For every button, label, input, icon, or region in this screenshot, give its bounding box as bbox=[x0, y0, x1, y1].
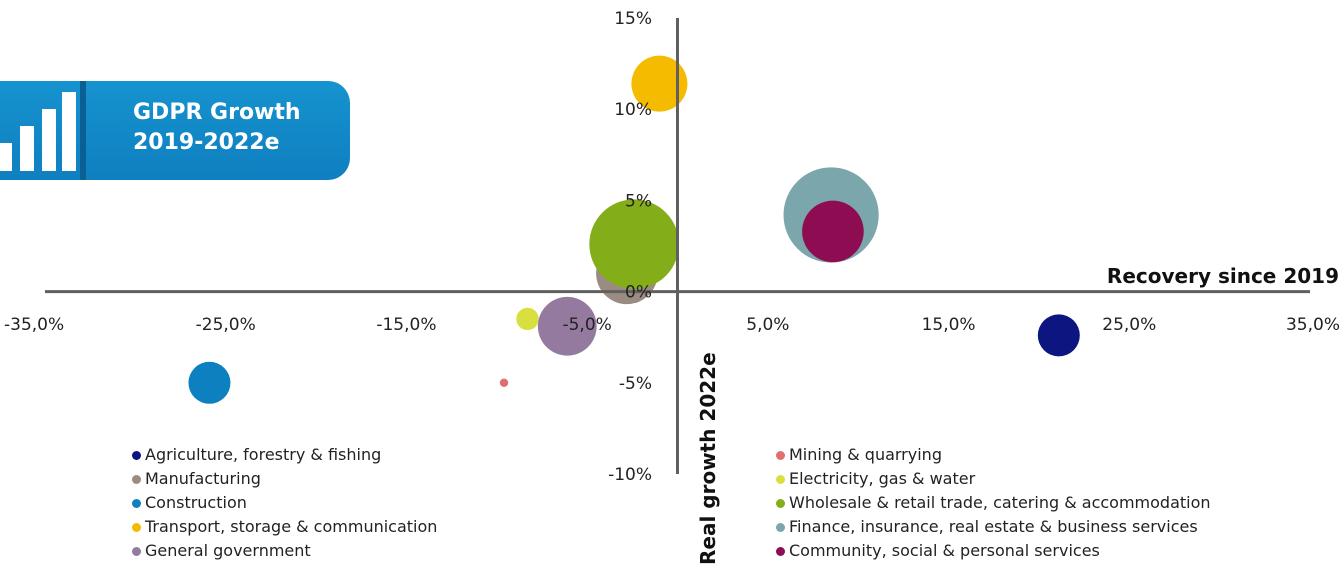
bar-chart-icon bbox=[0, 92, 76, 171]
legend-label: Finance, insurance, real estate & busine… bbox=[789, 517, 1198, 536]
bubble-layer bbox=[188, 55, 1080, 404]
y-tick-label: 0% bbox=[625, 283, 652, 303]
legend-item: Mining & quarrying bbox=[776, 443, 1211, 467]
legend-marker bbox=[776, 499, 785, 508]
y-axis-ticks: 15% 10% 5% 0% -5% -10% bbox=[608, 9, 652, 485]
legend-label: Agriculture, forestry & fishing bbox=[145, 445, 382, 464]
legend-label: Construction bbox=[145, 493, 247, 512]
legend-item: Agriculture, forestry & fishing bbox=[132, 443, 437, 467]
legend-label: Transport, storage & communication bbox=[145, 517, 438, 536]
x-axis-ticks: -35,0% -25,0% -15,0% -5,0% 5,0% 15,0% 25,0% 35,… bbox=[4, 315, 1340, 335]
y-tick-label: -5% bbox=[619, 374, 652, 394]
legend-item: General government bbox=[132, 539, 437, 563]
bubble-1 bbox=[499, 378, 509, 387]
x-axis-title: Recovery since 2019 bbox=[1107, 264, 1339, 288]
y-tick-label: 15% bbox=[614, 9, 652, 29]
x-tick-label: 5,0% bbox=[746, 315, 789, 335]
legend-label: Manufacturing bbox=[145, 469, 261, 488]
chart-title: GDPR Growth 2019-2022e bbox=[133, 98, 301, 158]
bubble-4 bbox=[188, 361, 231, 404]
bubble-8 bbox=[537, 296, 597, 356]
legend-marker bbox=[132, 475, 141, 484]
x-tick-label: -35,0% bbox=[4, 315, 64, 335]
x-tick-label: -5,0% bbox=[562, 315, 611, 335]
legend-item: Wholesale & retail trade, catering & acc… bbox=[776, 491, 1211, 515]
legend-item: Finance, insurance, real estate & busine… bbox=[776, 515, 1211, 539]
legend-item: Manufacturing bbox=[132, 467, 437, 491]
legend-marker bbox=[776, 523, 785, 532]
legend-item: Community, social & personal services bbox=[776, 539, 1211, 563]
legend-item: Construction bbox=[132, 491, 437, 515]
legend-label: Electricity, gas & water bbox=[789, 469, 976, 488]
legend-label: Community, social & personal services bbox=[789, 541, 1100, 560]
y-tick-label: -10% bbox=[608, 465, 652, 485]
bubble-6 bbox=[631, 55, 688, 112]
legend-marker bbox=[776, 475, 785, 484]
x-tick-label: 25,0% bbox=[1102, 315, 1156, 335]
banner-divider bbox=[80, 81, 86, 180]
legend-marker bbox=[132, 451, 141, 460]
bubble-0 bbox=[1037, 314, 1080, 357]
legend-left: Agriculture, forestry & fishing Manufactu… bbox=[132, 443, 437, 563]
x-tick-label: -25,0% bbox=[196, 315, 256, 335]
legend-item: Transport, storage & communication bbox=[132, 515, 437, 539]
bubble-5 bbox=[589, 199, 679, 289]
chart-title-line-1: GDPR Growth bbox=[133, 100, 301, 125]
legend-label: Mining & quarrying bbox=[789, 445, 942, 464]
legend-item: Electricity, gas & water bbox=[776, 467, 1211, 491]
legend-marker bbox=[776, 451, 785, 460]
x-tick-label: -15,0% bbox=[376, 315, 436, 335]
legend-label: Wholesale & retail trade, catering & acc… bbox=[789, 493, 1211, 512]
legend-marker bbox=[132, 523, 141, 532]
legend-label: General government bbox=[145, 541, 311, 560]
legend-marker bbox=[132, 499, 141, 508]
legend-marker bbox=[132, 547, 141, 556]
bubble-9 bbox=[802, 200, 864, 263]
y-axis-title: Real growth 2022e bbox=[696, 352, 720, 565]
x-tick-label: 35,0% bbox=[1286, 315, 1340, 335]
legend-right: Mining & quarrying Electricity, gas & wat… bbox=[776, 443, 1211, 563]
x-tick-label: 15,0% bbox=[922, 315, 976, 335]
y-tick-label: 5% bbox=[625, 191, 652, 211]
y-tick-label: 10% bbox=[614, 100, 652, 120]
bubble-3 bbox=[516, 307, 539, 331]
chart-title-line-2: 2019-2022e bbox=[133, 130, 280, 155]
legend-marker bbox=[776, 547, 785, 556]
title-banner: GDPR Growth 2019-2022e bbox=[0, 81, 350, 180]
